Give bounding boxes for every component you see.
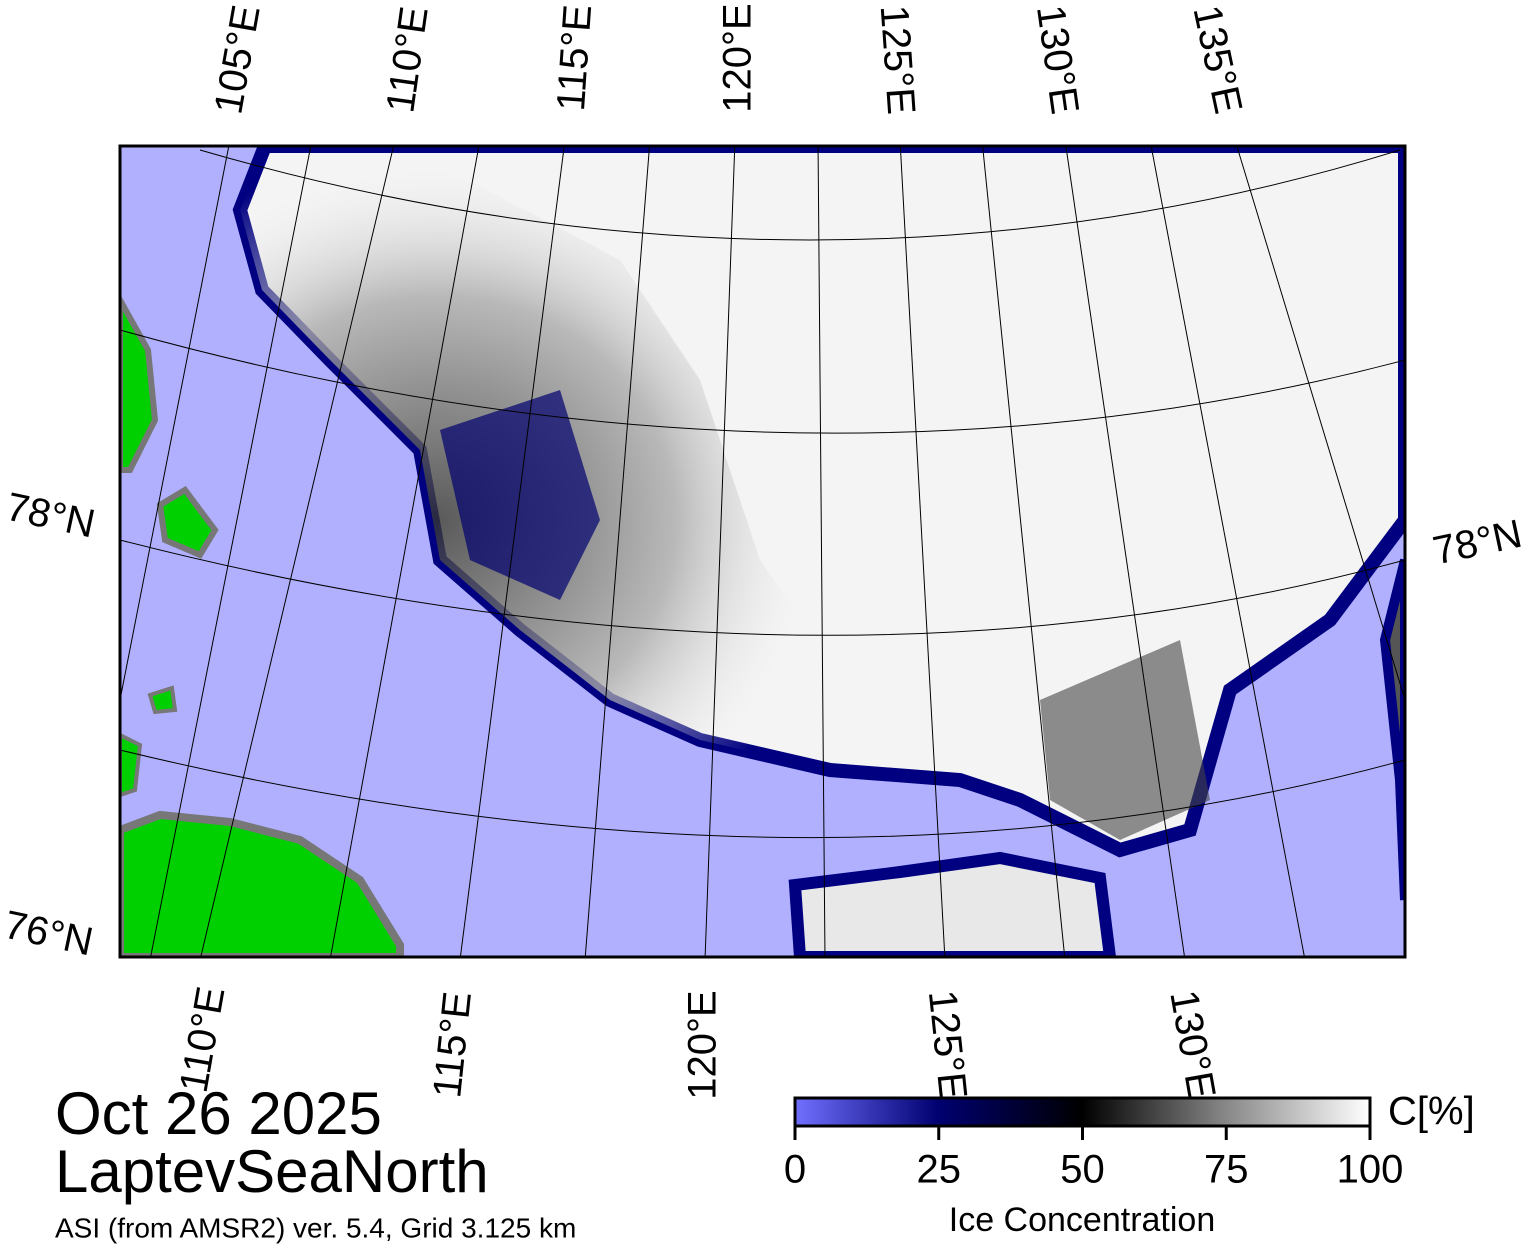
lon-label: 105°E [206, 2, 268, 117]
source-note: ASI (from AMSR2) ver. 5.4, Grid 3.125 km [55, 1212, 576, 1243]
sea-ice [788, 851, 1117, 957]
lat-label: 78°N [2, 485, 99, 547]
date-title: Oct 26 2025 [55, 1080, 382, 1147]
lon-label: 120°E [716, 3, 760, 112]
graticule [120, 146, 1405, 957]
lon-label: 125°E [920, 988, 975, 1101]
lon-label: 120°E [681, 990, 725, 1099]
colorbar-tick-label: 0 [784, 1148, 806, 1192]
colorbar-unit: C[%] [1388, 1090, 1475, 1134]
land [120, 810, 404, 957]
lon-label: 135°E [1184, 1, 1250, 117]
colorbar-label: Ice Concentration [949, 1201, 1216, 1239]
colorbar-tick-label: 75 [1204, 1148, 1249, 1192]
colorbar-ramp [793, 1096, 1372, 1128]
lon-label: 115°E [549, 3, 600, 112]
land [156, 486, 219, 559]
region-title: LaptevSeaNorth [55, 1138, 489, 1205]
colorbar-tick-label: 50 [1060, 1148, 1105, 1192]
land [120, 732, 143, 798]
lon-label: 130°E [1161, 987, 1223, 1102]
lat-label: 76°N [0, 903, 97, 965]
lon-label: 115°E [425, 990, 480, 1100]
map-frame [118, 144, 1407, 959]
lon-label: 130°E [1028, 2, 1087, 116]
land [147, 685, 178, 715]
colorbar: C[%] Ice Concentration 0 25 50 75 100 [784, 1090, 1475, 1239]
lat-label: 78°N [1429, 512, 1526, 574]
sea-ice-dark [1040, 640, 1210, 840]
map-area [120, 146, 1405, 957]
lon-label: 125°E [872, 4, 924, 116]
sea-ice [1379, 558, 1405, 901]
land [120, 293, 159, 473]
colorbar-tick-label: 100 [1337, 1148, 1404, 1192]
colorbar-tick-label: 25 [917, 1148, 962, 1192]
lon-label: 110°E [378, 4, 436, 116]
